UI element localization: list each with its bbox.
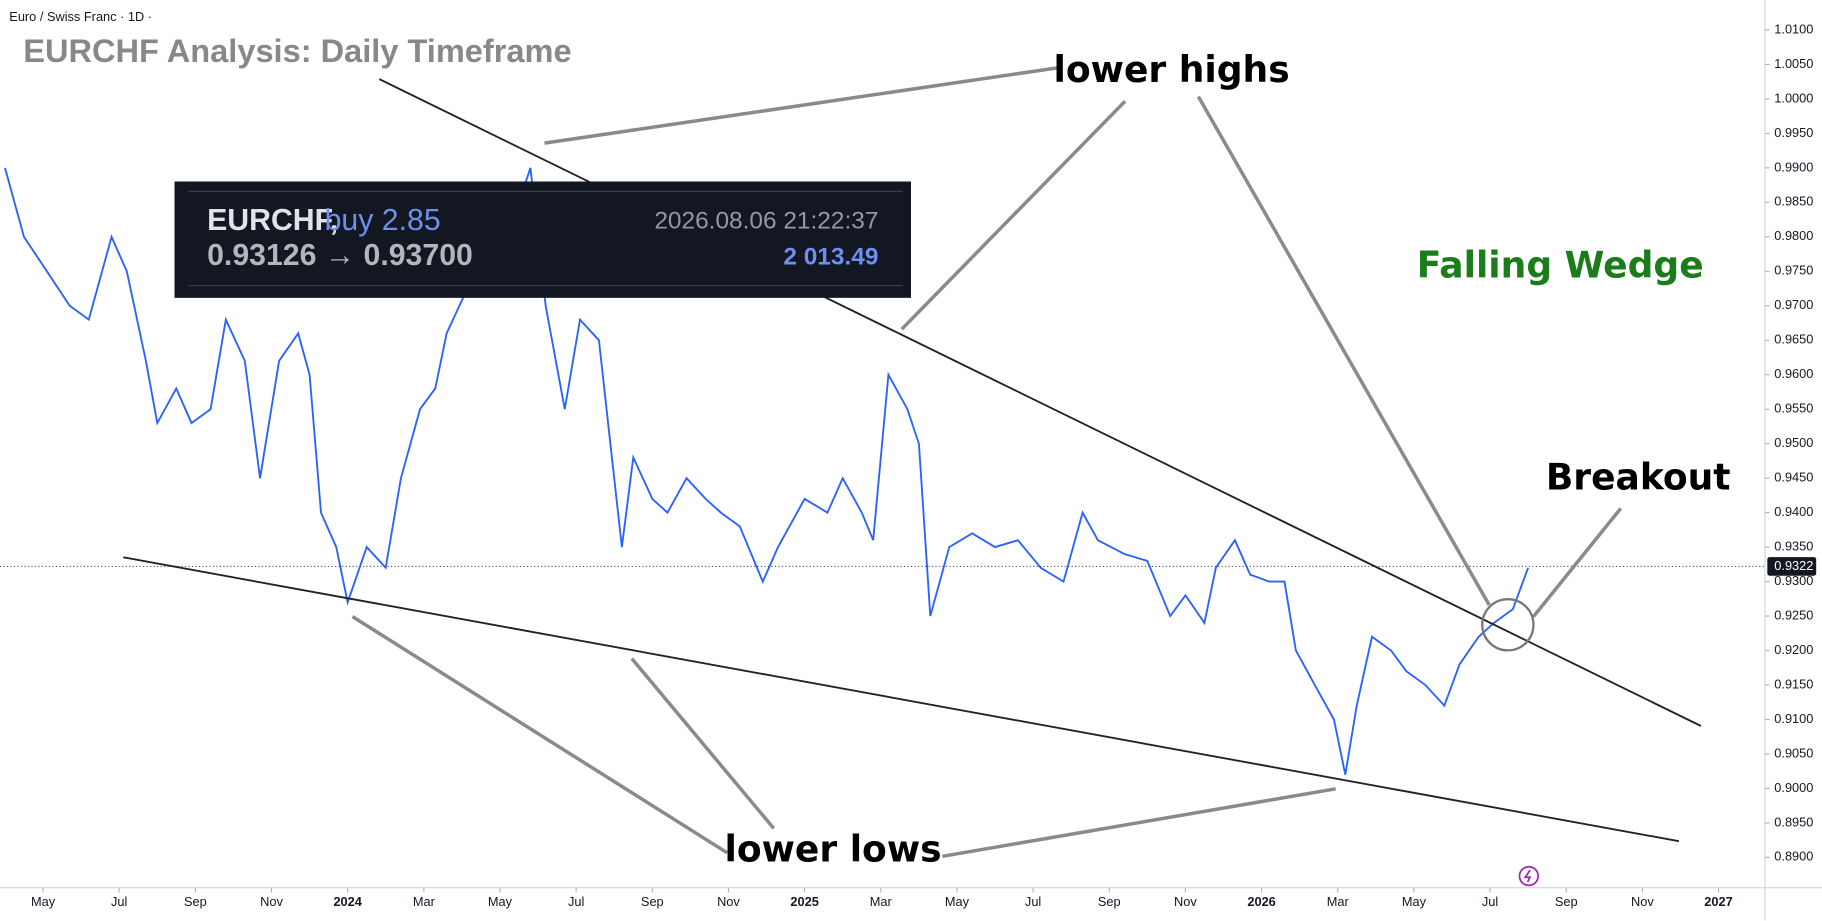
trade-amount: 2 013.49	[783, 244, 878, 271]
x-tick-label: Nov	[1174, 894, 1197, 909]
divider	[188, 285, 903, 287]
x-tick-label: 2026	[1247, 894, 1275, 909]
y-tick-label: 0.9450	[1774, 470, 1813, 485]
y-tick-label: 0.8900	[1774, 849, 1813, 864]
trade-box: EURCHF, buy 2.85 2026.08.06 21:22:37 0.9…	[174, 181, 912, 298]
x-tick-label: Nov	[1631, 894, 1654, 909]
y-tick-label: 1.0000	[1774, 90, 1813, 105]
y-tick-label: 0.9550	[1774, 401, 1813, 416]
pointer	[1532, 507, 1623, 618]
trade-prices: 0.93126 → 0.93700	[207, 239, 473, 272]
pointer	[544, 65, 1061, 145]
trade-box-bg	[174, 181, 912, 298]
annotation: Breakout	[1546, 456, 1731, 498]
pointer	[1196, 95, 1491, 606]
annotation: lower highs	[1054, 49, 1290, 91]
x-tick-label: Sep	[184, 894, 207, 909]
x-tick-label: Mar	[1327, 894, 1350, 909]
x-tick-label: 2024	[333, 894, 362, 909]
icon	[1523, 869, 1532, 883]
pattern-label: Falling Wedge	[1417, 245, 1704, 287]
price-line	[4, 167, 1529, 775]
trade-symbol: EURCHF,	[207, 204, 338, 237]
y-tick-label: 0.9000	[1774, 780, 1813, 795]
x-tick-label: Nov	[260, 894, 283, 909]
y-tick-label: 0.9150	[1774, 676, 1813, 691]
y-tick-label: 0.9400	[1774, 504, 1813, 519]
y-tick-label: 0.9800	[1774, 228, 1813, 243]
y-tick-label: 0.9850	[1774, 194, 1813, 209]
y-tick-label: 0.9700	[1774, 297, 1813, 312]
last-price-label: 0.9322	[1774, 558, 1813, 573]
lower-trendline	[123, 556, 1680, 843]
trade-time: 2026.08.06 21:22:37	[654, 208, 878, 235]
y-tick-label: 0.9250	[1774, 607, 1813, 622]
x-tick-label: Jul	[111, 894, 127, 909]
y-tick-label: 0.8950	[1774, 814, 1813, 829]
y-tick-label: 0.9050	[1774, 745, 1813, 760]
x-tick-label: Jul	[568, 894, 584, 909]
y-tick-label: 0.9300	[1774, 573, 1813, 588]
pointer	[900, 100, 1127, 331]
y-tick-label: 0.9950	[1774, 125, 1813, 140]
symbol-header: Euro / Swiss Franc · 1D ·	[9, 9, 152, 24]
x-tick-label: Mar	[413, 894, 436, 909]
x-tick-label: 2025	[790, 894, 818, 909]
x-tick-label: May	[1402, 894, 1427, 909]
y-tick-label: 0.9200	[1774, 642, 1813, 657]
pointer	[630, 657, 776, 830]
trade-side: buy 2.85	[325, 204, 441, 237]
pointer	[351, 615, 729, 855]
pointer	[942, 787, 1336, 859]
y-tick-label: 0.9650	[1774, 332, 1813, 347]
x-tick-label: Mar	[870, 894, 893, 909]
x-tick-label: Sep	[1555, 894, 1578, 909]
y-tick-label: 0.9500	[1774, 435, 1813, 450]
x-tick-label: Jul	[1025, 894, 1041, 909]
x-tick-label: Jul	[1482, 894, 1498, 909]
last-price-badge	[1767, 557, 1817, 576]
x-tick-label: Sep	[1098, 894, 1121, 909]
x-tick-label: May	[488, 894, 513, 909]
breakout-circle	[1481, 598, 1535, 652]
x-tick-label: May	[945, 894, 970, 909]
x-tick-label: Sep	[641, 894, 664, 909]
x-tick-label: 2027	[1704, 894, 1732, 909]
y-tick-label: 0.9600	[1774, 366, 1813, 381]
y-tick-label: 1.0100	[1774, 21, 1813, 36]
y-tick-label: 0.9350	[1774, 538, 1813, 553]
plot	[0, 167, 1765, 775]
x-tick-label: Nov	[717, 894, 740, 909]
y-tick-label: 0.9100	[1774, 711, 1813, 726]
annotation: lower lows	[725, 829, 942, 871]
chart-title: EURCHF Analysis: Daily Timeframe	[23, 33, 571, 69]
x-tick-label: May	[31, 894, 56, 909]
y-tick-label: 1.0050	[1774, 56, 1813, 71]
divider	[188, 190, 903, 192]
y-tick-label: 0.9900	[1774, 159, 1813, 174]
y-tick-label: 0.9750	[1774, 263, 1813, 278]
icon	[1518, 865, 1539, 887]
